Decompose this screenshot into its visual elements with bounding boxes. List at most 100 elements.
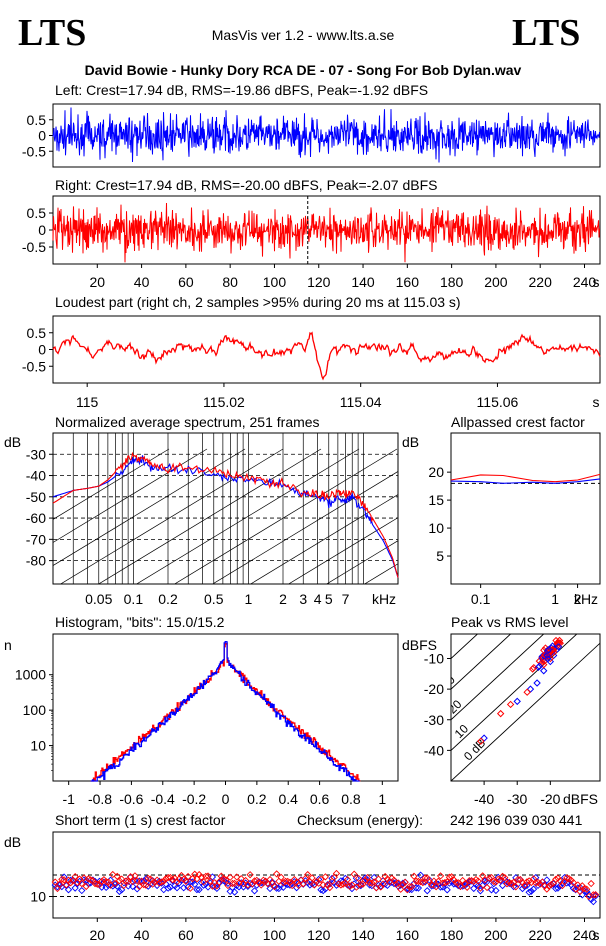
stc-point-left bbox=[195, 885, 203, 894]
x-tick-label: 0.6 bbox=[310, 791, 330, 807]
stc-point-right bbox=[512, 883, 520, 891]
logo-left: LTS bbox=[18, 12, 86, 54]
stc-point-right bbox=[151, 878, 159, 886]
x-tick-label: 0.05 bbox=[85, 591, 112, 607]
stc-point-right bbox=[574, 881, 582, 889]
stc-point-right bbox=[149, 880, 157, 888]
pvr-cluster-point bbox=[555, 636, 564, 645]
x-tick-label: 1 bbox=[551, 591, 559, 607]
stc-point-right bbox=[563, 874, 571, 882]
histogram-series-right bbox=[90, 642, 361, 782]
slope-line bbox=[471, 449, 606, 704]
stc-point-right bbox=[589, 891, 597, 899]
stc-point-right bbox=[483, 883, 491, 892]
pvr-cluster-point bbox=[554, 642, 563, 651]
y-tick-label: -40 bbox=[424, 742, 444, 758]
crest-line bbox=[451, 634, 512, 690]
stc-point-right bbox=[346, 882, 354, 890]
stc-point-left bbox=[481, 877, 489, 885]
left-waveform-chart: 0.50-0.5 bbox=[22, 103, 601, 168]
stc-point-right bbox=[115, 877, 124, 885]
pvr-cluster-point bbox=[528, 665, 537, 673]
stc-point-right bbox=[523, 878, 531, 886]
stc-point-right bbox=[543, 885, 551, 893]
stc-point-left bbox=[64, 886, 73, 894]
stc-point-right bbox=[452, 878, 460, 887]
stc-point-right bbox=[339, 880, 347, 888]
stc-point-right bbox=[447, 873, 456, 881]
stc-point-left bbox=[509, 882, 518, 891]
loudest-part-chart: 0.50-0.5 115 115.02 115.04 115.06 s bbox=[22, 315, 601, 410]
stc-point-right bbox=[56, 880, 64, 888]
y-tick-label: -40 bbox=[26, 468, 46, 484]
stc-point-right bbox=[332, 869, 341, 878]
x-tick-label: -0.4 bbox=[151, 791, 175, 807]
stc-point-left bbox=[529, 885, 538, 893]
waveform-trace bbox=[52, 202, 600, 263]
pvr-cluster-point bbox=[539, 654, 547, 662]
y-tick-label: 0 bbox=[38, 222, 46, 238]
stc-point-right bbox=[122, 877, 130, 885]
stc-point-right bbox=[281, 877, 290, 886]
slope-line bbox=[97, 448, 322, 584]
stc-point-right bbox=[168, 876, 177, 884]
x-tick-label: 7 bbox=[342, 591, 350, 607]
stc-point-right bbox=[547, 880, 555, 889]
pvr-xlabel: dBFS bbox=[563, 791, 598, 807]
stc-point-right bbox=[102, 878, 110, 886]
stc-ylabel: dB bbox=[4, 834, 21, 850]
y-tick-label: -50 bbox=[26, 489, 46, 505]
stc-point-right bbox=[80, 874, 88, 882]
waveform-trace bbox=[52, 107, 600, 163]
crest-series-right bbox=[450, 473, 601, 483]
slope-line bbox=[53, 448, 246, 566]
stc-point-right bbox=[516, 875, 524, 884]
x-unit: s bbox=[593, 927, 600, 943]
stc-point-left bbox=[459, 882, 467, 890]
stc-point-right bbox=[379, 880, 387, 888]
pvr-point-right bbox=[523, 688, 531, 696]
slope-line bbox=[173, 448, 398, 584]
x-tick-label: 120 bbox=[307, 274, 331, 290]
stc-point-right bbox=[87, 876, 95, 884]
stc-point-right bbox=[348, 881, 356, 889]
stc-point-right bbox=[343, 875, 352, 884]
stc-point-left bbox=[157, 879, 166, 887]
x-tick-label: -30 bbox=[507, 791, 527, 807]
stc-point-right bbox=[131, 872, 139, 880]
stc-point-right bbox=[270, 882, 279, 891]
stc-point-right bbox=[509, 878, 518, 887]
stc-point-left bbox=[534, 881, 542, 890]
x-tick-label: 115.06 bbox=[477, 394, 519, 410]
x-tick-label: 1 bbox=[244, 591, 252, 607]
y-tick-label: 5 bbox=[436, 548, 444, 564]
stc-point-right bbox=[222, 876, 230, 884]
stc-point-right bbox=[120, 881, 128, 890]
stc-point-right bbox=[416, 878, 425, 886]
stc-point-right bbox=[299, 880, 307, 888]
stc-point-right bbox=[93, 880, 101, 888]
stc-point-right bbox=[494, 875, 502, 883]
stc-point-right bbox=[394, 879, 403, 887]
stc-point-left bbox=[164, 884, 172, 892]
x-tick-label: 0.1 bbox=[124, 591, 144, 607]
x-tick-label: 80 bbox=[222, 927, 238, 943]
stc-point-right bbox=[233, 873, 241, 881]
stc-point-left bbox=[572, 886, 580, 894]
stc-point-left bbox=[576, 883, 584, 892]
histogram-ylabel: n bbox=[4, 637, 12, 653]
slope-line bbox=[135, 448, 360, 584]
right-waveform-chart: 0.50-0.5 20 40 60 80 100 120 140 160 180 200 220 240… bbox=[22, 195, 601, 290]
stc-point-right bbox=[98, 877, 106, 885]
x-tick-label: 5 bbox=[325, 591, 333, 607]
stc-point-right bbox=[250, 877, 259, 885]
stc-point-left bbox=[191, 880, 199, 888]
plot-frame bbox=[450, 633, 601, 782]
crest-line-label: 0 dB bbox=[461, 736, 488, 763]
x-tick-label: 240 bbox=[573, 274, 597, 290]
y-tick-label: 10 bbox=[30, 889, 46, 905]
stc-point-left bbox=[432, 879, 440, 887]
stc-point-left bbox=[405, 885, 414, 894]
stc-point-right bbox=[419, 878, 427, 887]
